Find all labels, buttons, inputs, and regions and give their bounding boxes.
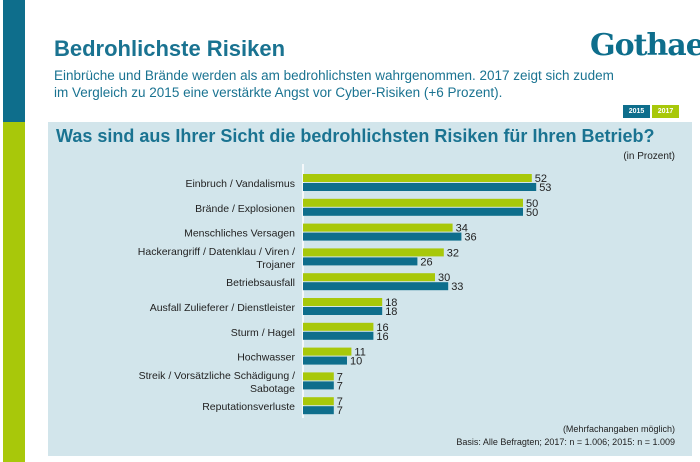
bar-2017 (303, 198, 523, 207)
category-label: Hackerangriff / Datenklau / Viren / (138, 246, 295, 258)
bar-2015 (303, 183, 537, 191)
note-multiple: (Mehrfachangaben möglich) (562, 424, 675, 434)
page-subtitle: Einbrüche und Brände werden als am bedro… (54, 68, 614, 100)
category-label: Trojaner (256, 259, 295, 271)
legend-2017: 2017 (652, 105, 679, 118)
category-label: Brände / Explosionen (195, 203, 295, 215)
bar-2017 (303, 174, 532, 182)
bar-2015 (303, 331, 374, 340)
data-label-2017: 7 (337, 396, 343, 408)
page-title: Bedrohlichste Risiken (54, 36, 286, 61)
unit-label: (in Prozent) (623, 151, 675, 162)
bar-2017 (303, 273, 435, 282)
category-label: Sturm / Hagel (231, 327, 295, 339)
bar-2015 (303, 232, 462, 241)
bar-2015 (303, 307, 383, 315)
data-label-2015: 26 (420, 256, 432, 268)
accent-stripe-green (3, 122, 25, 462)
data-label-2017: 18 (385, 297, 397, 309)
data-label-2017: 7 (337, 371, 343, 383)
bar-2017 (303, 372, 334, 381)
category-label: Ausfall Zulieferer / Dienstleister (150, 302, 296, 314)
bar-2017 (303, 322, 374, 331)
data-label-2015: 7 (337, 405, 343, 417)
bar-2017 (303, 223, 453, 232)
data-label-2017: 16 (376, 322, 388, 334)
bar-2015 (303, 207, 523, 216)
data-label-2017: 32 (447, 247, 459, 259)
data-label-2015: 10 (350, 356, 362, 368)
bar-2017 (303, 248, 444, 257)
bar-2015 (303, 282, 449, 291)
category-label: Einbruch / Vandalismus (185, 178, 295, 190)
category-label: Streik / Vorsätzliche Schädigung / (139, 370, 296, 382)
category-label: Hochwasser (237, 352, 295, 364)
data-label-2015: 7 (337, 380, 343, 392)
category-label: Betriebsausfall (226, 277, 295, 289)
bar-2015 (303, 406, 334, 415)
data-label-2015: 33 (451, 281, 463, 293)
bar-2017 (303, 347, 352, 356)
chart-title: Was sind aus Ihrer Sicht die bedrohlichs… (56, 126, 655, 146)
data-label-2015: 53 (539, 182, 551, 194)
data-label-2017: 34 (456, 223, 468, 235)
data-label-2017: 30 (438, 272, 450, 284)
data-label-2015: 16 (376, 331, 388, 343)
note-basis: Basis: Alle Befragten; 2017: n = 1.006; … (456, 437, 675, 447)
data-label-2015: 18 (385, 306, 397, 318)
bar-2017 (303, 298, 383, 306)
data-label-2015: 36 (464, 232, 476, 244)
category-label: Sabotage (250, 383, 295, 395)
bar-2015 (303, 257, 418, 266)
data-label-2017: 52 (535, 173, 547, 185)
accent-stripe-teal (3, 0, 25, 122)
gothaer-logo: Gothaer (590, 28, 700, 63)
data-label-2015: 50 (526, 207, 538, 219)
bar-2017 (303, 397, 334, 406)
category-label: Reputationsverluste (202, 401, 295, 413)
category-label: Menschliches Versagen (184, 228, 295, 240)
bar-2015 (303, 381, 334, 390)
data-label-2017: 11 (354, 347, 365, 359)
data-label-2017: 50 (526, 198, 538, 210)
legend-2015: 2015 (623, 105, 650, 118)
bar-2015 (303, 356, 347, 365)
